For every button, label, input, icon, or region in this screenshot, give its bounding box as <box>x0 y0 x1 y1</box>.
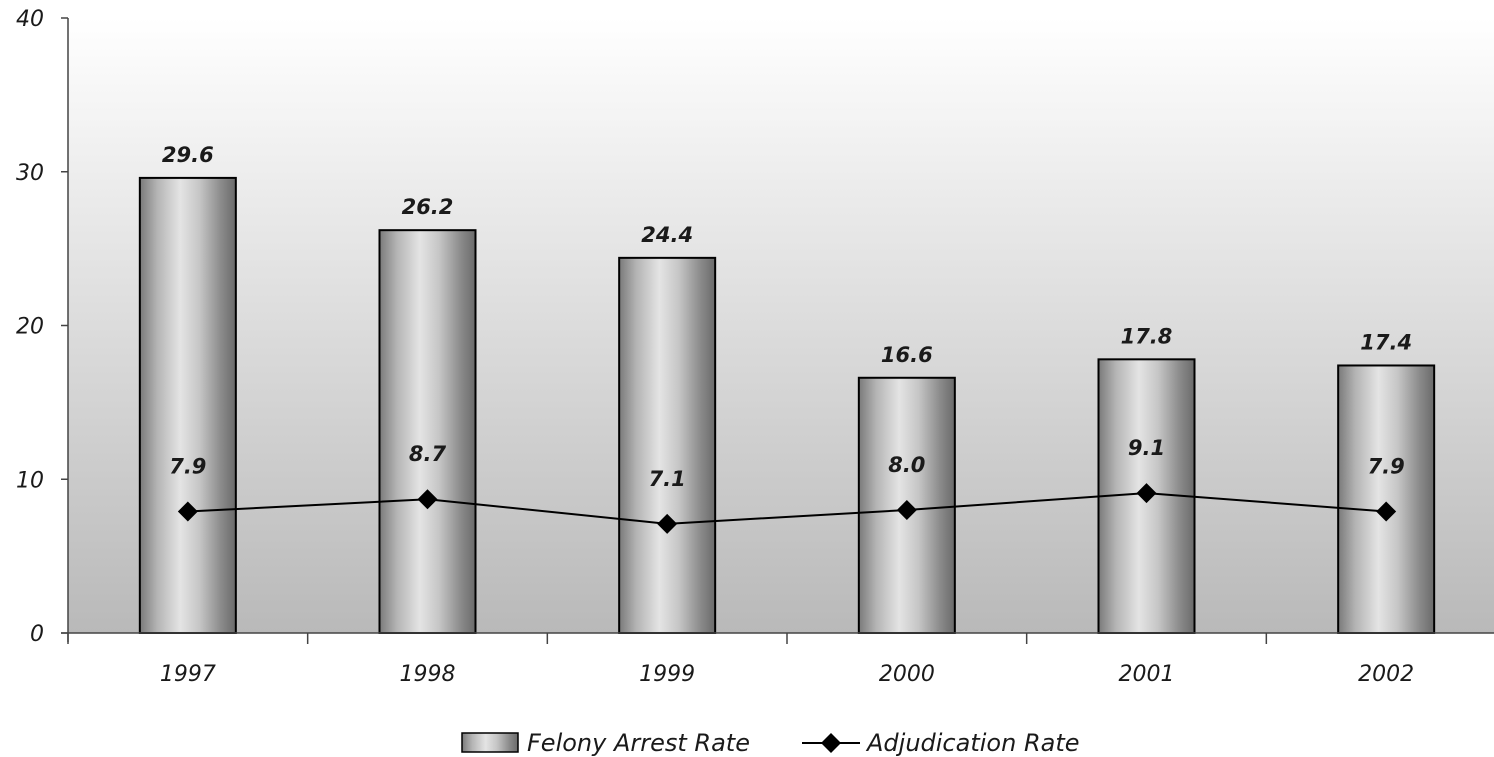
legend-label-felony-arrest-rate: Felony Arrest Rate <box>527 729 750 757</box>
line-value-label: 9.1 <box>1128 436 1165 460</box>
adjudication-rate-marker <box>896 500 917 520</box>
bar-1997 <box>138 176 237 634</box>
line-value-label: 7.9 <box>1368 455 1405 479</box>
bar-value-label: 26.2 <box>402 195 454 219</box>
labels-layer: 29.6 26.2 24.4 16.6 17.8 17.4 7.9 8.7 7.1 8.0 9.1 7… <box>162 143 1412 491</box>
bar-value-label: 17.8 <box>1121 324 1173 348</box>
adjudication-rate-marker <box>657 513 678 534</box>
x-tick-label: 2000 <box>879 662 935 687</box>
x-tick-label: 1998 <box>400 662 456 687</box>
x-tick-label: 2001 <box>1119 662 1175 687</box>
axes-layer: 0 10 20 30 40 1997 1998 1999 2000 2001 2002 <box>16 7 1494 687</box>
line-value-label: 7.1 <box>649 467 686 491</box>
bar-2002 <box>1337 364 1436 634</box>
y-tick-label: 0 <box>30 622 44 647</box>
y-tick-label: 30 <box>16 161 44 186</box>
bar-value-label: 29.6 <box>162 143 214 167</box>
y-tick-label: 40 <box>16 7 44 32</box>
bar-1998 <box>378 229 477 635</box>
line-value-label: 8.7 <box>409 442 447 466</box>
x-tick-label: 1999 <box>639 662 695 687</box>
bar-value-label: 17.4 <box>1360 330 1412 354</box>
adjudication-rate-marker <box>1376 501 1397 522</box>
bar-1999 <box>618 256 717 634</box>
adjudication-rate-marker <box>177 501 198 522</box>
y-tick-label: 10 <box>16 468 44 493</box>
adjudication-rate-line <box>187 492 1387 525</box>
legend: Felony Arrest Rate Adjudication Rate <box>461 729 1080 757</box>
x-tick-label: 1997 <box>160 662 216 687</box>
bar-value-label: 24.4 <box>641 223 693 247</box>
legend-label-adjudication-rate: Adjudication Rate <box>865 729 1080 757</box>
adjudication-rate-marker <box>417 489 438 510</box>
line-value-label: 7.9 <box>169 455 206 479</box>
y-tick-label: 20 <box>16 315 44 340</box>
x-tick-label: 2002 <box>1358 662 1414 687</box>
adjudication-rate-marker <box>1136 483 1157 504</box>
line-layer <box>177 483 1397 534</box>
bar-value-label: 16.6 <box>881 343 933 367</box>
line-value-label: 8.0 <box>888 453 925 477</box>
legend-diamond-icon <box>821 733 841 753</box>
plot-background <box>68 18 1494 633</box>
legend-bar-swatch <box>461 732 519 753</box>
bars-layer <box>138 176 1436 635</box>
